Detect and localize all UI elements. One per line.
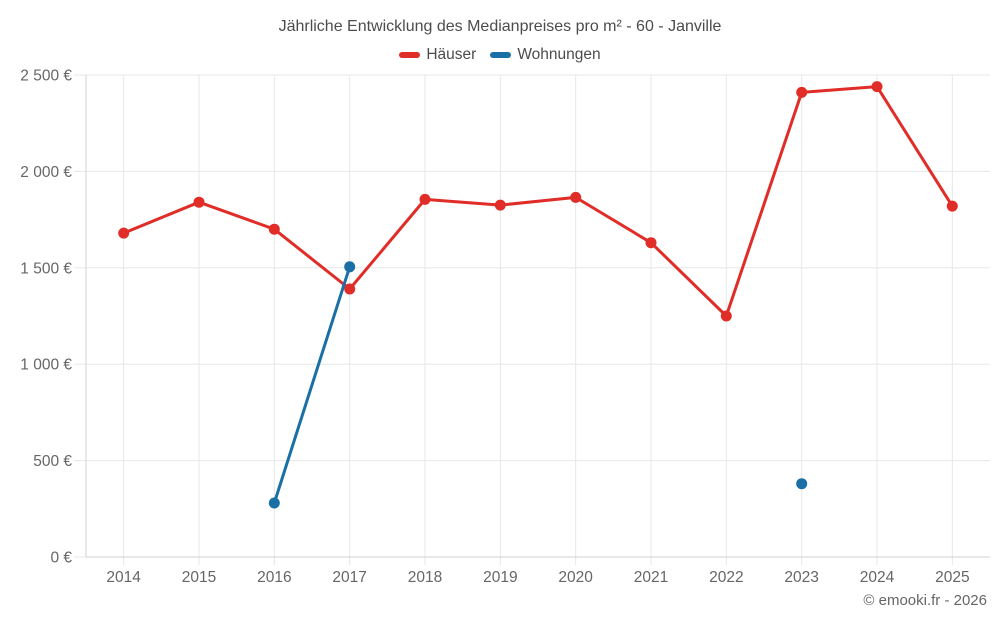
y-axis-label: 500 € bbox=[33, 453, 72, 470]
data-point-häuser-2021[interactable] bbox=[645, 237, 657, 249]
legend-item-haeuser[interactable]: Häuser bbox=[399, 46, 476, 64]
legend-item-wohnungen[interactable]: Wohnungen bbox=[490, 46, 601, 64]
series-line-wohnungen bbox=[274, 267, 801, 503]
data-point-häuser-2018[interactable] bbox=[419, 193, 431, 205]
y-axis-label: 2 500 € bbox=[20, 68, 72, 85]
x-axis-label: 2020 bbox=[558, 569, 593, 586]
data-point-häuser-2025[interactable] bbox=[946, 200, 958, 212]
data-point-häuser-2016[interactable] bbox=[268, 223, 280, 235]
x-axis-label: 2017 bbox=[332, 569, 366, 586]
legend: Häuser Wohnungen bbox=[0, 46, 1000, 64]
data-point-wohnungen-2023[interactable] bbox=[796, 478, 808, 490]
data-point-häuser-2020[interactable] bbox=[570, 191, 582, 203]
data-point-häuser-2019[interactable] bbox=[494, 199, 506, 211]
y-axis-label: 1 500 € bbox=[20, 260, 72, 277]
x-axis-label: 2022 bbox=[709, 569, 743, 586]
data-point-häuser-2023[interactable] bbox=[796, 86, 808, 98]
data-point-wohnungen-2017[interactable] bbox=[344, 261, 356, 273]
series-line-häuser bbox=[122, 85, 954, 318]
legend-marker-haeuser-icon bbox=[399, 52, 421, 58]
legend-label-haeuser: Häuser bbox=[426, 46, 477, 63]
x-axis-label: 2023 bbox=[784, 569, 818, 586]
x-axis-label: 2019 bbox=[483, 569, 517, 586]
x-axis-label: 2024 bbox=[860, 569, 895, 586]
data-point-häuser-2015[interactable] bbox=[193, 196, 205, 208]
x-axis-label: 2025 bbox=[935, 569, 969, 586]
data-point-häuser-2022[interactable] bbox=[720, 310, 732, 322]
y-axis-label: 0 € bbox=[50, 550, 72, 567]
data-point-häuser-2017[interactable] bbox=[344, 283, 356, 295]
x-axis-label: 2016 bbox=[257, 569, 291, 586]
data-point-häuser-2024[interactable] bbox=[871, 81, 883, 93]
y-axis-label: 2 000 € bbox=[20, 164, 72, 181]
x-axis-label: 2015 bbox=[182, 569, 216, 586]
x-axis-label: 2021 bbox=[634, 569, 668, 586]
x-axis-label: 2018 bbox=[408, 569, 442, 586]
data-point-häuser-2014[interactable] bbox=[118, 227, 130, 239]
chart-title: Jährliche Entwicklung des Medianpreises … bbox=[278, 18, 722, 35]
legend-label-wohnungen: Wohnungen bbox=[517, 46, 601, 63]
copyright-credit: © emooki.fr - 2026 bbox=[863, 592, 987, 609]
y-axis-label: 1 000 € bbox=[20, 357, 72, 374]
data-point-wohnungen-2016[interactable] bbox=[268, 497, 280, 509]
legend-marker-wohnungen-icon bbox=[490, 52, 512, 58]
x-axis-label: 2014 bbox=[106, 569, 141, 586]
